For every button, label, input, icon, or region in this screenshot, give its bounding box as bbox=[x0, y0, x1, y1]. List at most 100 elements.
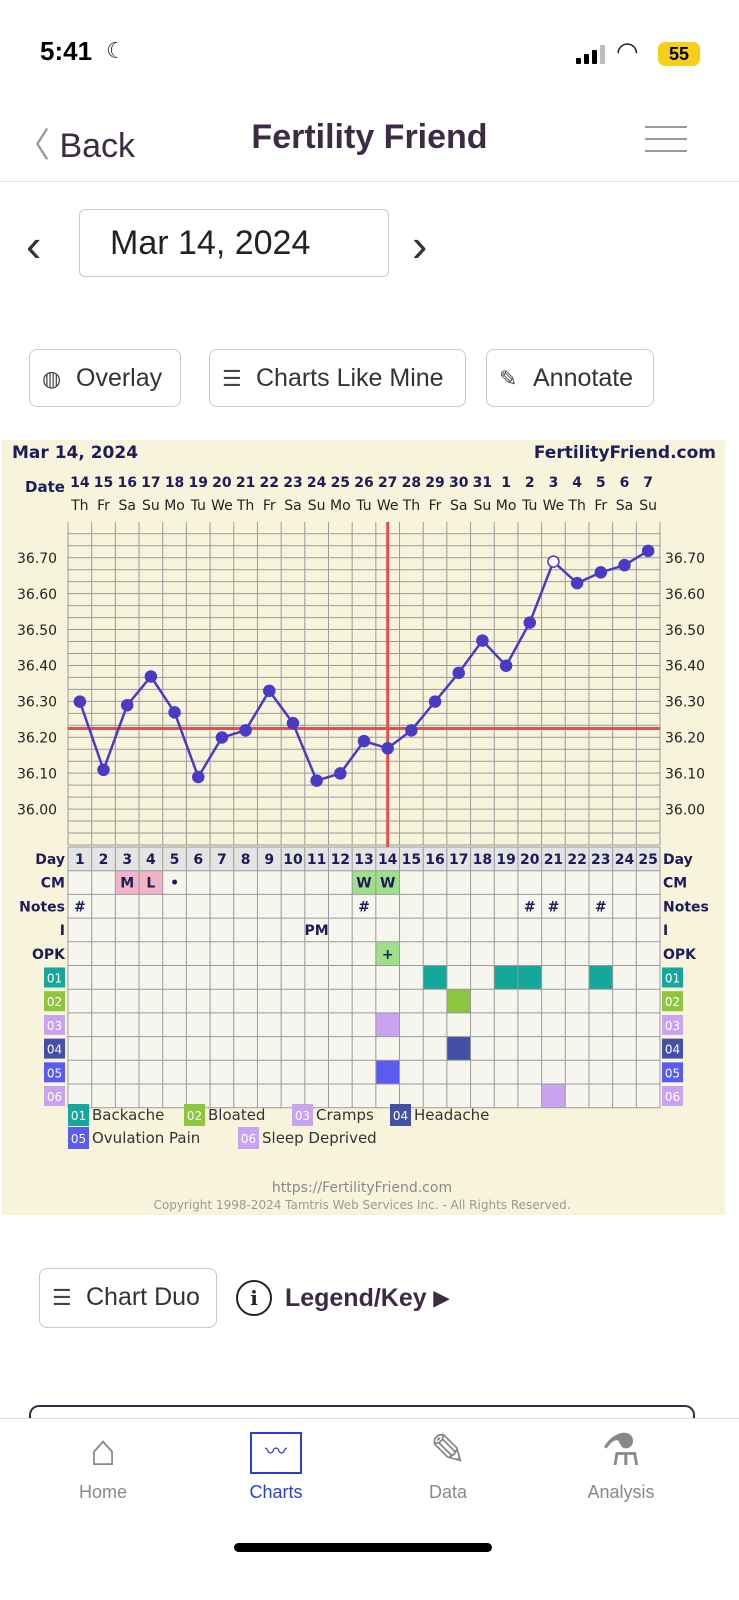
back-button[interactable]: 〈 Back bbox=[16, 118, 135, 167]
note-mark: # bbox=[74, 899, 86, 915]
symptom-code-badge bbox=[662, 991, 683, 1012]
back-label: Back bbox=[59, 127, 136, 165]
symptom-code: 06 bbox=[47, 1090, 62, 1104]
weekday-tick: We bbox=[543, 498, 565, 514]
date-tick: 21 bbox=[236, 475, 255, 491]
weekday-tick: Su bbox=[474, 498, 492, 514]
date-label: Date bbox=[25, 478, 65, 496]
cycle-day-tick: 13 bbox=[354, 852, 373, 868]
tab-charts[interactable]: 〰 Charts bbox=[186, 1420, 366, 1503]
symptom-cell-03 bbox=[375, 1012, 400, 1037]
symptom-code-badge bbox=[662, 1038, 683, 1059]
y-tick-right: 36.00 bbox=[665, 802, 705, 818]
temperature-point bbox=[405, 724, 418, 737]
prev-date-button[interactable]: ‹ bbox=[26, 219, 42, 271]
weekday-tick: Tu bbox=[355, 498, 371, 514]
note-mark: # bbox=[524, 899, 536, 915]
weekday-tick: Th bbox=[236, 498, 254, 514]
date-tick: 23 bbox=[283, 475, 302, 491]
cycle-day-tick: 22 bbox=[567, 852, 586, 868]
next-date-button[interactable]: › bbox=[412, 219, 428, 271]
charts-like-mine-button[interactable]: ☰ Charts Like Mine bbox=[209, 349, 466, 407]
temperature-point bbox=[428, 695, 442, 708]
symptom-code-badge bbox=[662, 1086, 683, 1106]
status-time: 5:41 bbox=[40, 36, 93, 66]
menu-icon[interactable] bbox=[645, 126, 687, 152]
legend-swatch bbox=[292, 1104, 313, 1126]
date-tick: 17 bbox=[141, 475, 160, 491]
symptom-cell-04 bbox=[446, 1036, 471, 1061]
legend-swatch bbox=[238, 1127, 259, 1149]
sliders-icon: ☰ bbox=[222, 366, 242, 391]
weekday-tick: Th bbox=[567, 498, 585, 514]
sliders-icon: ☰ bbox=[52, 1285, 72, 1310]
weekday-tick: Fr bbox=[429, 498, 442, 514]
date-tick: 1 bbox=[501, 475, 511, 491]
temperature-point bbox=[523, 616, 537, 629]
home-icon: ⌂ bbox=[89, 1426, 117, 1475]
legend-label: Ovulation Pain bbox=[92, 1129, 200, 1147]
overlay-button[interactable]: ◍ Overlay bbox=[29, 349, 181, 407]
chart-duo-button[interactable]: ☰ Chart Duo bbox=[39, 1268, 217, 1328]
temperature-point bbox=[452, 666, 465, 680]
temperature-point bbox=[144, 670, 158, 683]
cm-mark: M bbox=[120, 876, 134, 892]
date-tick: 15 bbox=[94, 475, 113, 491]
cycle-day-tick: 3 bbox=[122, 852, 132, 868]
date-field[interactable]: Mar 14, 2024 bbox=[79, 209, 389, 277]
weekday-tick: Sa bbox=[118, 498, 135, 514]
symptom-code-badge bbox=[44, 1062, 65, 1083]
date-tick: 5 bbox=[596, 475, 606, 491]
weekday-tick: Fr bbox=[263, 498, 276, 514]
symptom-code-badge bbox=[662, 1014, 683, 1035]
intercourse-mark: PM bbox=[305, 923, 329, 939]
test-tube-icon: ⚗ bbox=[601, 1426, 641, 1475]
symptom-code: 04 bbox=[665, 1043, 680, 1057]
legend-key-link[interactable]: i Legend/Key ▶ bbox=[236, 1280, 449, 1316]
cycle-day-tick: 2 bbox=[99, 852, 109, 868]
temperature-point bbox=[476, 634, 489, 647]
weekday-tick: Sa bbox=[450, 498, 467, 514]
symptom-code: 03 bbox=[47, 1019, 62, 1033]
temperature-point-open bbox=[547, 555, 560, 568]
date-tick: 31 bbox=[473, 475, 492, 491]
tab-bar bbox=[0, 1418, 739, 1548]
chart-icon: 〰 bbox=[186, 1420, 366, 1482]
date-tick: 7 bbox=[643, 475, 653, 491]
battery-indicator: 55 bbox=[658, 42, 700, 66]
annotate-label: Annotate bbox=[533, 364, 634, 392]
legend-swatch bbox=[68, 1127, 89, 1149]
y-tick-left: 36.10 bbox=[17, 766, 57, 782]
symptom-code-badge bbox=[44, 991, 65, 1012]
temperature-point bbox=[499, 659, 513, 672]
date-tick: 30 bbox=[449, 475, 469, 491]
symptom-code: 06 bbox=[665, 1090, 680, 1104]
y-tick-left: 36.60 bbox=[17, 587, 57, 603]
row-label: Day bbox=[35, 852, 65, 868]
y-tick-right: 36.10 bbox=[665, 766, 705, 782]
y-tick-left: 36.40 bbox=[17, 659, 57, 675]
chevron-left-icon: 〈 bbox=[16, 127, 50, 165]
symptom-code: 01 bbox=[665, 972, 680, 986]
date-tick: 6 bbox=[620, 475, 630, 491]
copyright: Copyright 1998-2024 Tamtris Web Services… bbox=[153, 1198, 570, 1212]
date-tick: 20 bbox=[212, 475, 232, 491]
symptom-code-badge bbox=[44, 1014, 65, 1035]
tab-data[interactable]: ✎ Data bbox=[358, 1420, 538, 1503]
annotate-button[interactable]: ✎ Annotate bbox=[486, 349, 654, 407]
symptom-cell-01 bbox=[517, 965, 542, 990]
cycle-day-tick: 15 bbox=[402, 852, 421, 868]
cycle-day-tick: 1 bbox=[75, 852, 85, 868]
temperature-point bbox=[286, 716, 300, 730]
tab-analysis[interactable]: ⚗ Analysis bbox=[531, 1420, 711, 1503]
weekday-tick: Su bbox=[142, 498, 160, 514]
symptom-code-badge bbox=[662, 967, 683, 988]
tab-home[interactable]: ⌂ Home bbox=[13, 1420, 193, 1503]
row-label: Notes bbox=[663, 899, 709, 915]
weekday-tick: Th bbox=[70, 498, 88, 514]
tab-label: Charts bbox=[249, 1482, 303, 1502]
temperature-point bbox=[263, 684, 276, 698]
row-label: OPK bbox=[32, 947, 66, 963]
y-tick-left: 36.50 bbox=[17, 623, 57, 639]
